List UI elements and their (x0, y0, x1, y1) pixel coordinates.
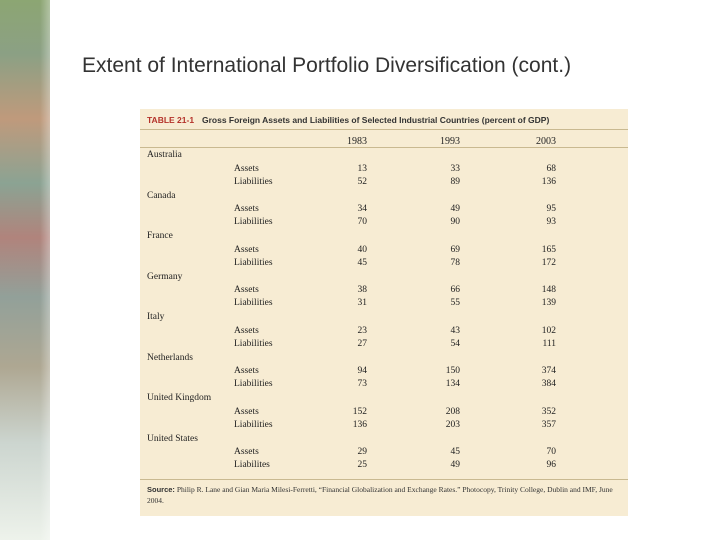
country-name: Germany (147, 271, 183, 282)
column-header-rule (140, 147, 628, 148)
row-label: Assets (234, 204, 259, 214)
country-name: Australia (147, 150, 182, 160)
table-cell-value: 54 (450, 338, 461, 349)
row-label: Liabilities (234, 338, 273, 349)
row-label: Assets (234, 366, 259, 376)
table-cell-value: 172 (541, 257, 556, 268)
row-label: Assets (234, 244, 259, 255)
year-header-1993: 1993 (440, 136, 460, 147)
table-cell-value: 38 (357, 285, 368, 295)
country-name: United States (147, 433, 198, 444)
table-cell-value: 148 (541, 285, 556, 295)
table-cell-value: 134 (445, 379, 460, 389)
table-cell-value: 139 (541, 298, 556, 308)
country-name: Netherlands (147, 352, 193, 363)
table-number: TABLE 21-1 (147, 115, 195, 125)
table-cell-value: 89 (450, 176, 461, 187)
table-cell-value: 25 (357, 460, 368, 470)
table-source: Source: Philip R. Lane and Gian Maria Mi… (147, 484, 625, 506)
table-cell-value: 66 (450, 285, 461, 295)
table-cell-value: 384 (541, 379, 556, 389)
table-cell-value: 68 (546, 163, 557, 174)
table-cell-value: 374 (541, 366, 556, 376)
source-text: Philip R. Lane and Gian Maria Milesi-Fer… (147, 485, 613, 505)
country-name: Canada (147, 190, 176, 201)
data-table: TABLE 21-1 Gross Foreign Assets and Liab… (140, 109, 628, 516)
table-cell-value: 52 (357, 176, 368, 187)
country-name: United Kingdom (147, 393, 212, 403)
year-header-1983: 1983 (347, 136, 367, 147)
table-cell-value: 90 (450, 217, 461, 227)
row-label: Liabilities (234, 257, 273, 268)
table-cell-value: 357 (541, 419, 556, 430)
row-label: Assets (234, 447, 259, 457)
table-cell-value: 93 (546, 217, 557, 227)
header-rule (140, 129, 628, 130)
table-cell-value: 34 (357, 204, 368, 214)
country-name: France (147, 231, 173, 241)
row-label: Assets (234, 285, 259, 295)
footer-rule (140, 479, 628, 480)
row-label: Liabilities (234, 419, 273, 430)
row-label: Liabilities (234, 176, 273, 187)
table-cell-value: 73 (357, 379, 368, 389)
table-cell-value: 136 (541, 176, 556, 187)
table-cell-value: 352 (541, 406, 556, 417)
table-cell-value: 40 (357, 244, 368, 255)
table-caption: Gross Foreign Assets and Liabilities of … (202, 115, 550, 125)
side-image-fade (40, 0, 70, 540)
table-cell-value: 49 (450, 204, 461, 214)
table-cell-value: 29 (357, 447, 368, 457)
table-cell-value: 43 (450, 325, 461, 336)
table-cell-value: 55 (450, 298, 461, 308)
table-cell-value: 31 (357, 298, 368, 308)
table-header: TABLE 21-1 Gross Foreign Assets and Liab… (140, 109, 628, 129)
row-label: Liabilities (234, 379, 273, 389)
table-cell-value: 27 (357, 338, 368, 349)
source-label: Source: (147, 485, 175, 494)
table-cell-value: 96 (546, 460, 557, 470)
row-label: Assets (234, 406, 259, 417)
table-cell-value: 45 (450, 447, 461, 457)
row-label: Liabilities (234, 217, 273, 227)
table-cell-value: 45 (357, 257, 368, 268)
table-cell-value: 13 (357, 163, 368, 174)
row-label: Liabilites (234, 460, 270, 470)
table-cell-value: 33 (450, 163, 461, 174)
table-cell-value: 208 (445, 406, 460, 417)
table-cell-value: 78 (450, 257, 461, 268)
table-cell-value: 102 (541, 325, 556, 336)
row-label: Assets (234, 325, 259, 336)
year-header-2003: 2003 (536, 136, 556, 147)
table-cell-value: 203 (445, 419, 460, 430)
table-cell-value: 69 (450, 244, 461, 255)
row-label: Assets (234, 163, 259, 174)
table-cell-value: 150 (445, 366, 460, 376)
table-cell-value: 94 (357, 366, 368, 376)
table-cell-value: 70 (357, 217, 368, 227)
table-cell-value: 165 (541, 244, 556, 255)
table-cell-value: 70 (546, 447, 557, 457)
country-name: Italy (147, 312, 165, 322)
table-cell-value: 23 (357, 325, 368, 336)
table-cell-value: 152 (352, 406, 367, 417)
table-cell-value: 95 (546, 204, 557, 214)
table-cell-value: 111 (542, 338, 556, 349)
row-label: Liabilities (234, 298, 273, 308)
slide-title: Extent of International Portfolio Divers… (82, 54, 572, 77)
table-cell-value: 136 (352, 419, 367, 430)
table-cell-value: 49 (450, 460, 461, 470)
